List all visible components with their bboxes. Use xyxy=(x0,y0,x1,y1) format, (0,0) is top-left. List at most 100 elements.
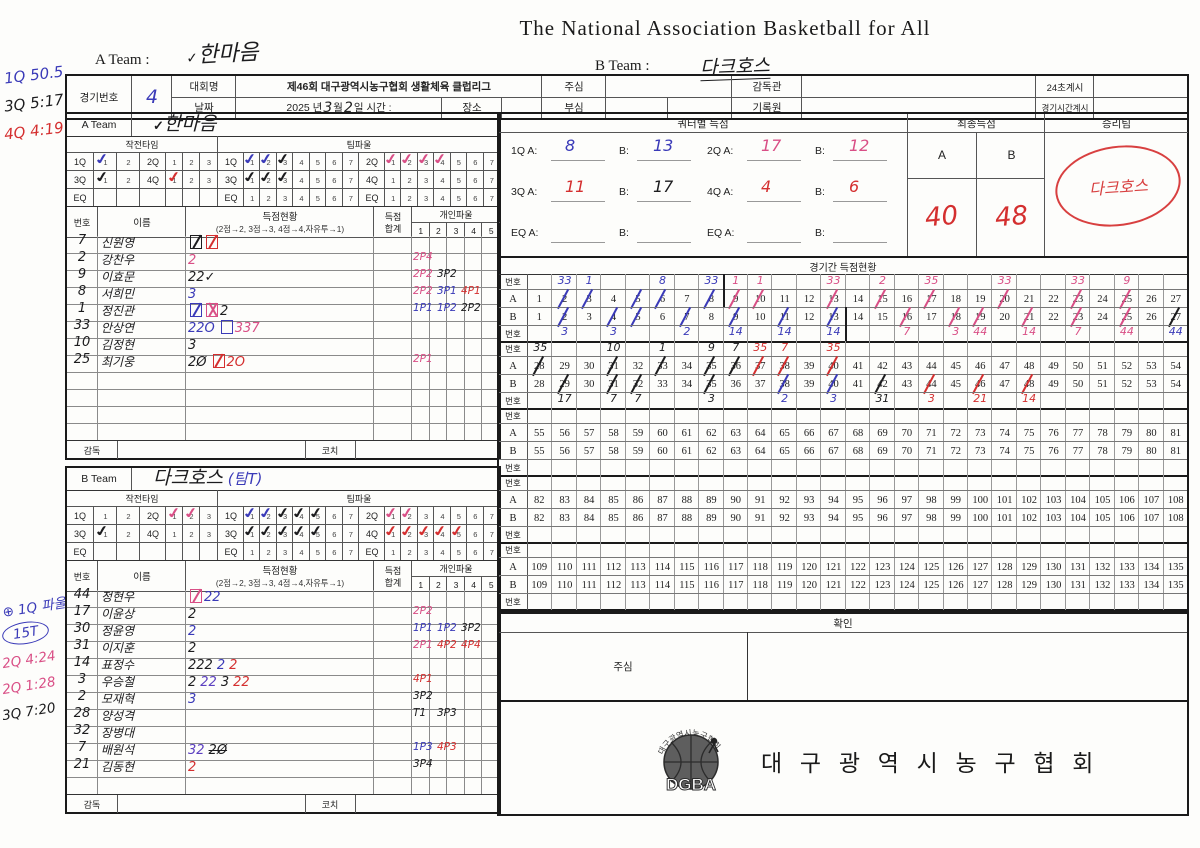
grid-cell xyxy=(1064,341,1090,356)
grid-cell: 6 xyxy=(649,308,674,326)
grid-cell xyxy=(1138,326,1163,342)
grid-cell xyxy=(1064,475,1090,490)
grid-cell: 98 xyxy=(918,509,943,527)
winner-box: 승리팀 다크호스 xyxy=(1044,114,1188,256)
grid-cell xyxy=(967,460,992,476)
grid-cell: 13 xyxy=(820,308,845,326)
game-no-value: 4 xyxy=(131,76,172,118)
foul-cell-divider xyxy=(428,355,430,372)
player-name: 최기웅 xyxy=(101,355,135,369)
cell-divider xyxy=(373,287,374,304)
grid-cell: 90 xyxy=(722,491,748,509)
date-label: 날짜 xyxy=(171,97,236,118)
grid-cell xyxy=(722,527,748,543)
foul-cell-divider xyxy=(446,372,448,389)
teamfoul-check: ✓ xyxy=(414,521,434,541)
grid-cell xyxy=(1064,326,1090,342)
grid-cell: 7 xyxy=(673,308,699,326)
scorer-number: 21 xyxy=(973,392,988,405)
grid-cell xyxy=(1064,527,1090,543)
grid-cell xyxy=(1015,594,1041,610)
grid-cell: 118 xyxy=(747,576,772,594)
grid-cell xyxy=(942,460,968,476)
grid-cell: 36 xyxy=(722,375,748,393)
grid-cell: 18 xyxy=(942,308,968,326)
player-name: 김정현 xyxy=(101,338,135,352)
teamfoul-check: ✓ xyxy=(256,167,276,187)
foul-cell-divider xyxy=(428,321,430,338)
grid-cell xyxy=(1040,393,1065,409)
grid-row-label: A xyxy=(499,290,528,308)
grid-row-label: B xyxy=(499,442,528,460)
timeout-q-label: 3Q xyxy=(73,175,86,185)
association-name: 대 구 광 역 시 농 구 협 회 xyxy=(761,751,1100,776)
teamfoul-check: ✓ xyxy=(430,149,450,169)
score-mark: 3 xyxy=(220,675,230,690)
grid-cell: 111 xyxy=(575,576,601,594)
grid-cell: 26 xyxy=(1138,308,1163,326)
teamfoul-cell: 4 xyxy=(433,507,450,525)
grid-cell: 54 xyxy=(1162,375,1188,393)
col-foul-num: 4 xyxy=(463,222,483,238)
quarter-b-slot: 13 xyxy=(637,136,691,161)
col-scoring-sub: (2점→2, 3점→3, 4점→4,자유투→1) xyxy=(215,224,345,234)
grid-cell: 22 xyxy=(1040,290,1065,308)
personal-foul-mark: 2P2 xyxy=(413,268,433,280)
grid-cell: 82 xyxy=(533,512,545,524)
personal-foul-mark: 1P2 xyxy=(437,302,457,314)
grid-cell: 93 xyxy=(795,491,821,509)
score-mark: 2 xyxy=(188,675,197,690)
grid-cell xyxy=(991,594,1016,610)
grid-cell: 67 xyxy=(820,424,845,442)
score-mark: 2 xyxy=(188,760,197,775)
grid-cell: 50 xyxy=(1064,357,1090,375)
grid-cell: 127 xyxy=(967,558,992,576)
grid-cell: 115 xyxy=(673,558,699,576)
teamfoul-cell: 5 xyxy=(308,153,326,171)
foul-cell-divider xyxy=(463,304,465,321)
foul-cell-divider xyxy=(446,726,448,743)
grid-cell xyxy=(551,527,576,543)
grid-cell: 131 xyxy=(1064,576,1090,594)
player-row: 1 정진관 2 1P1 1P2 2P2 xyxy=(67,301,499,322)
teamfoul-cell: 4 ✓ xyxy=(290,522,309,543)
grid-cell xyxy=(820,594,845,610)
player-number: 7 xyxy=(77,233,87,248)
personal-foul-mark: 4P4 xyxy=(461,639,481,651)
grid-cell: 43 xyxy=(893,357,919,375)
a-team-panel: A Team ✓한마음 작전타임 팀파울 1Q 1 ✓ 2 2Q 1 2 3 1Q 1 ✓ 2 ✓ 3 ✓ 4 5 6 7 2… xyxy=(65,112,501,460)
grid-cell xyxy=(820,475,845,490)
grid-cell: 121 xyxy=(820,558,845,576)
foul-cell-divider xyxy=(481,270,483,287)
score-mark: 22 xyxy=(204,590,221,605)
grid-cell: 52 xyxy=(1113,357,1139,375)
grid-cell: 23 xyxy=(1064,308,1090,326)
grid-cell xyxy=(795,594,821,610)
grid-cell: 68 xyxy=(844,442,870,460)
grid-cell: 94 xyxy=(820,491,845,509)
grid-row-num: 번호 17 7 7 3 2 3 31 3 21 14 xyxy=(499,392,1187,409)
team-row: A Team ✓한마음 xyxy=(67,113,499,137)
player-name: 김동현 xyxy=(101,760,135,774)
cell-divider xyxy=(185,253,186,270)
grid-cell xyxy=(624,594,650,610)
foul-cell-divider xyxy=(463,590,465,607)
teamfoul-cell: 1 xyxy=(384,189,401,207)
dgba-logo: 대구광역시농구협회 DGBA xyxy=(647,714,735,807)
player-name: 안상연 xyxy=(101,321,135,335)
quarter-a-slot xyxy=(551,218,605,243)
grid-cell xyxy=(1138,542,1163,557)
cell-divider xyxy=(97,709,98,726)
foul-cell-divider xyxy=(481,406,483,423)
grid-cell xyxy=(1015,527,1041,543)
foul-cell-divider xyxy=(428,590,430,607)
grid-cell xyxy=(1138,475,1163,490)
grid-cell xyxy=(1089,326,1114,342)
teamfoul-cell: 2 ✓ xyxy=(398,504,417,525)
game-no-label: 경기번호 xyxy=(79,91,119,104)
foul-cell-divider xyxy=(428,287,430,304)
foul-cell-divider xyxy=(481,692,483,709)
grid-cell: 32 xyxy=(624,357,650,375)
timeout-cell: 1 ✓ xyxy=(92,150,117,171)
teamfoul-cell: 5 xyxy=(449,171,467,189)
